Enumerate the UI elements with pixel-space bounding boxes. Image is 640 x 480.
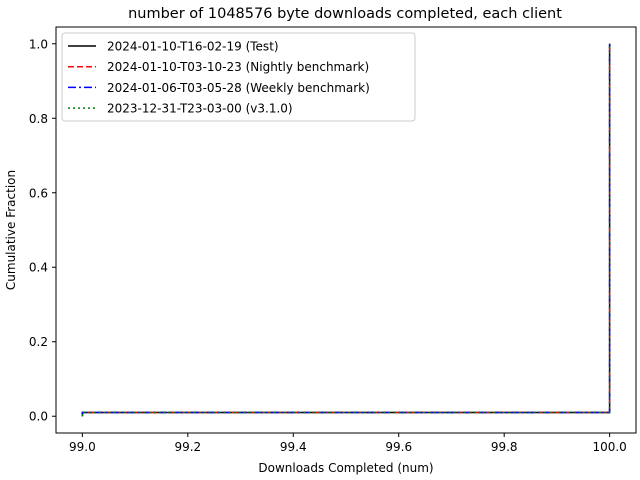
y-tick-label: 0.6 (29, 186, 48, 200)
y-tick-label: 0.4 (29, 261, 48, 275)
y-axis-label: Cumulative Fraction (4, 170, 18, 290)
y-tick-label: 1.0 (29, 37, 48, 51)
chart-title: number of 1048576 byte downloads complet… (128, 6, 562, 22)
y-tick-label: 0.0 (29, 410, 48, 424)
y-tick-label: 0.2 (29, 335, 48, 349)
legend: 2024-01-10-T16-02-19 (Test) 2024-01-10-T0… (61, 32, 416, 122)
x-tick-label: 99.4 (280, 440, 307, 454)
x-tick-label: 99.6 (385, 440, 412, 454)
legend-label-3: 2024-01-06-T03-05-28 (Weekly benchmark) (107, 81, 370, 95)
series-line-4 (81, 43, 611, 417)
legend-label-2: 2024-01-10-T03-10-23 (Nightly benchmark) (107, 60, 369, 74)
y-axis-ticks: 0.0 0.2 0.4 0.6 0.8 1.0 (29, 37, 56, 424)
legend-label-4: 2023-12-31-T23-03-00 (v3.1.0) (107, 102, 293, 116)
y-tick-label: 0.8 (29, 112, 48, 126)
legend-label-1: 2024-01-10-T16-02-19 (Test) (107, 40, 279, 54)
x-axis-label: Downloads Completed (num) (258, 461, 433, 475)
x-tick-label: 99.8 (491, 440, 518, 454)
plot-frame (55, 26, 637, 434)
x-axis-ticks: 99.0 99.2 99.4 99.6 99.8 100.0 (69, 433, 627, 454)
plot-lines (81, 43, 611, 417)
x-tick-label: 100.0 (592, 440, 626, 454)
x-tick-label: 99.0 (69, 440, 96, 454)
legend-box (61, 32, 416, 122)
x-tick-label: 99.2 (174, 440, 201, 454)
